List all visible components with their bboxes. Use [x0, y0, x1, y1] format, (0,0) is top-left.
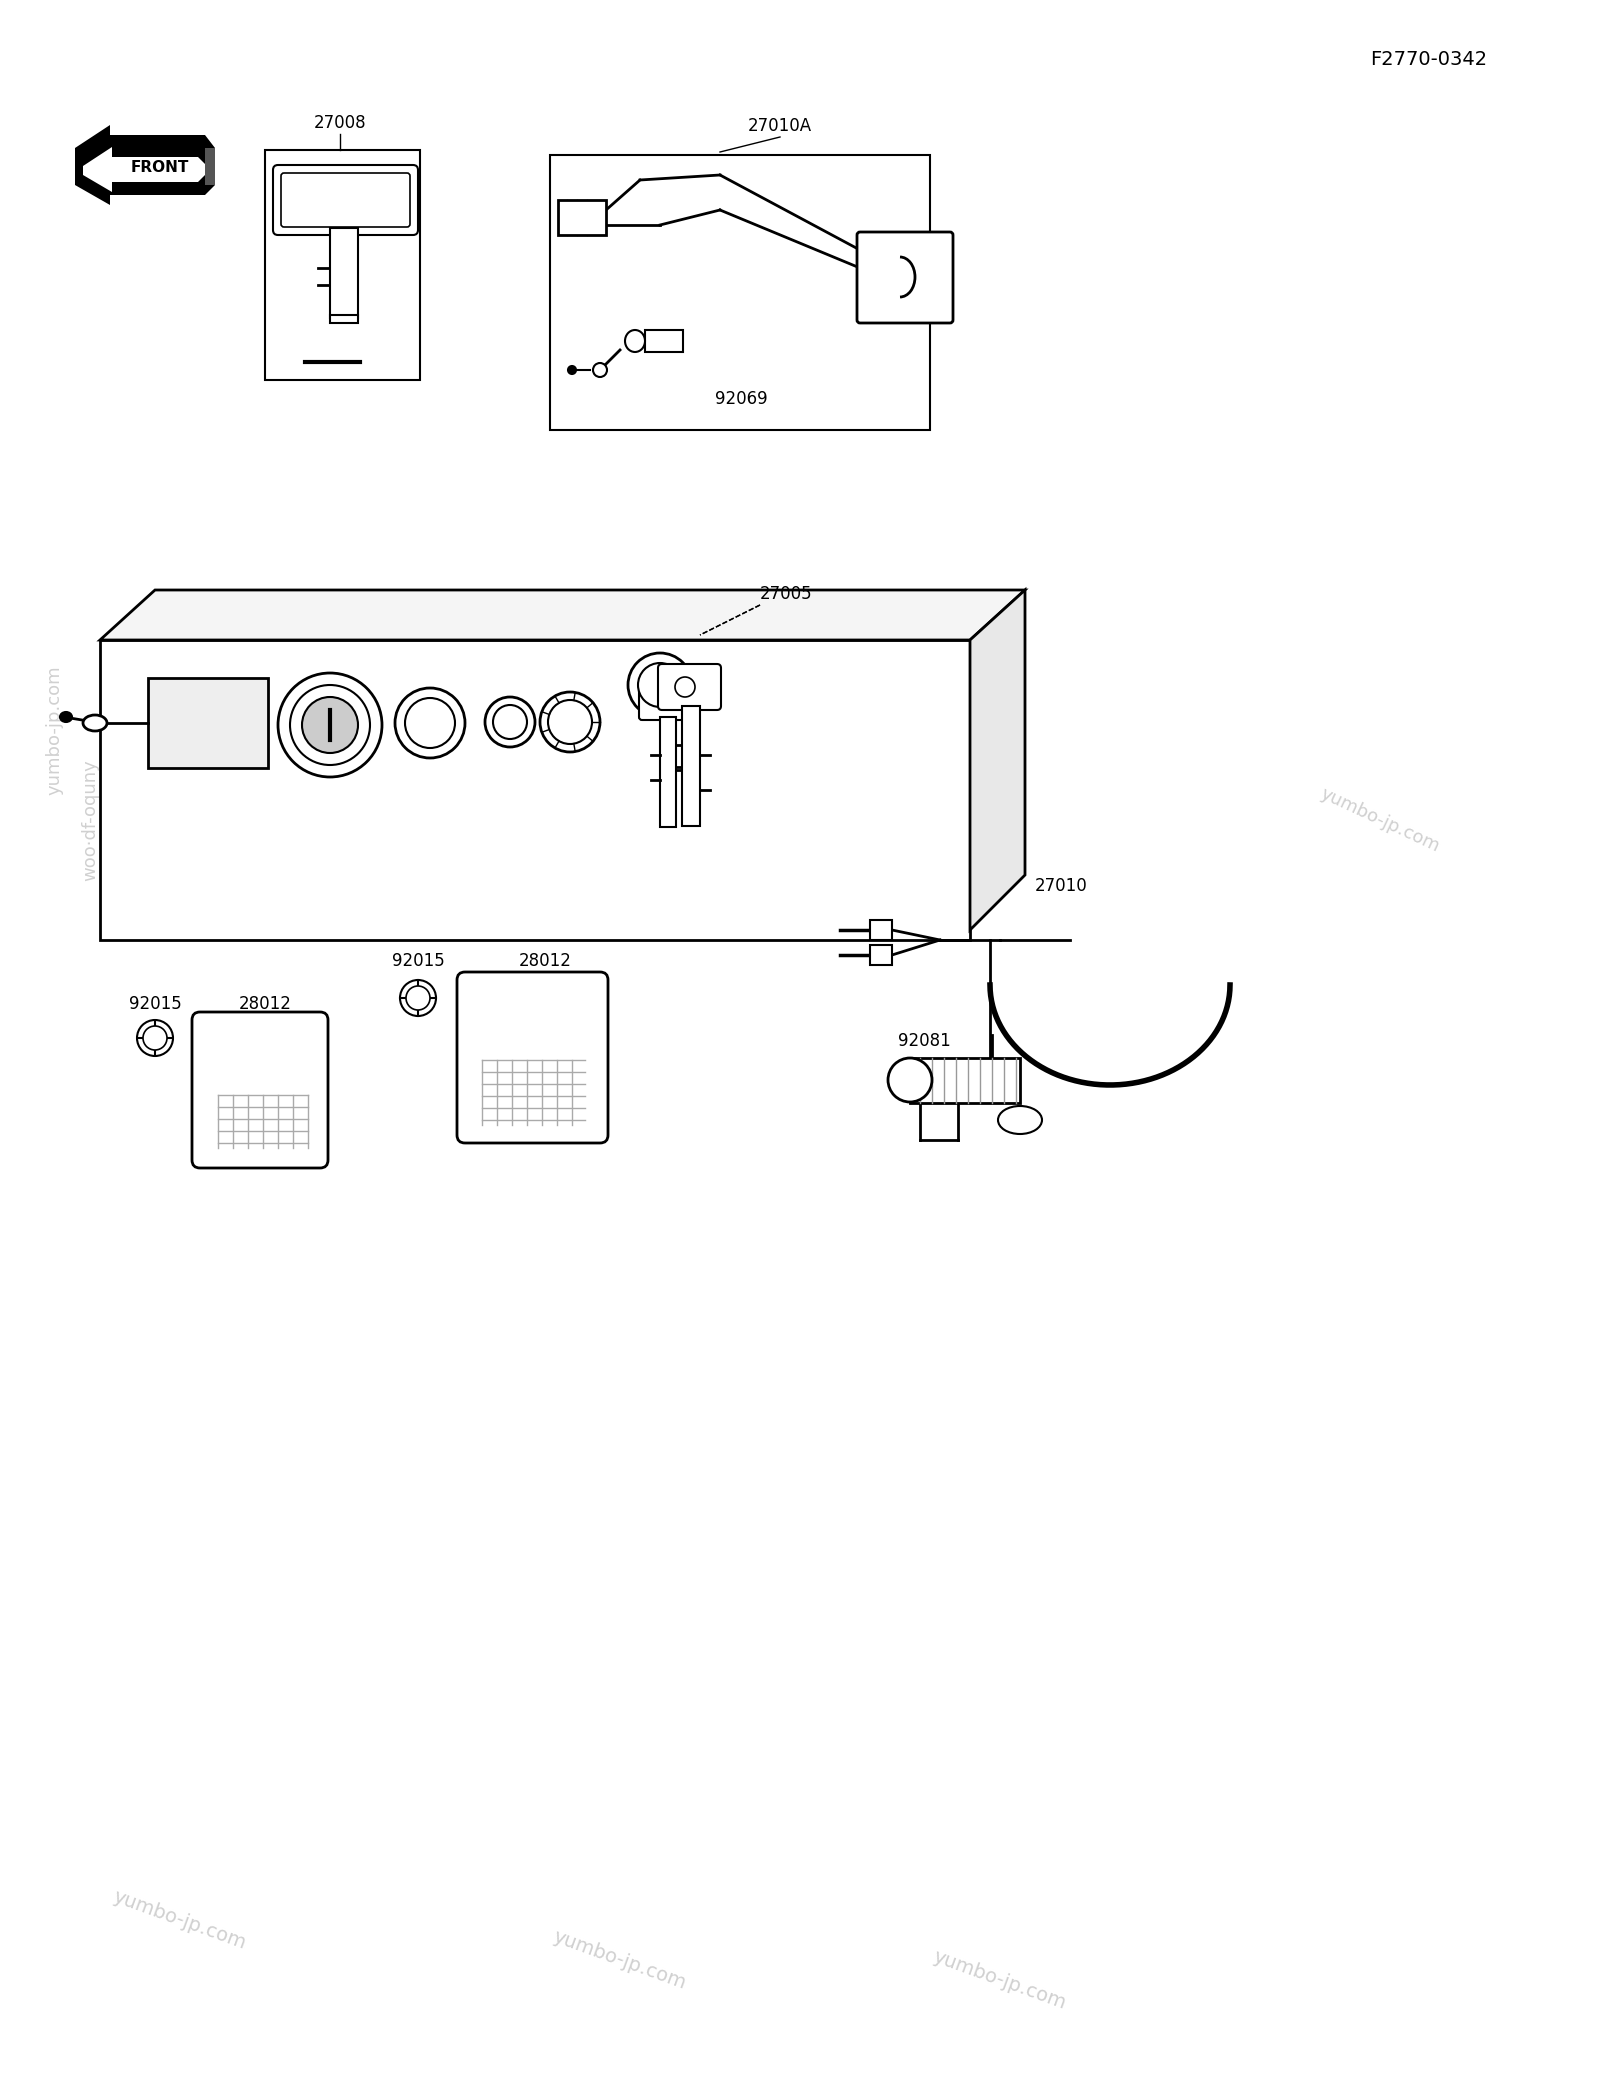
- Bar: [147, 678, 269, 768]
- Polygon shape: [205, 149, 214, 184]
- FancyBboxPatch shape: [274, 165, 418, 234]
- Polygon shape: [970, 590, 1026, 929]
- Text: 27005: 27005: [760, 586, 813, 603]
- Text: yumbo-jp.com: yumbo-jp.com: [110, 1888, 250, 1953]
- Text: 27010A: 27010A: [747, 117, 813, 136]
- Text: F2770‐0342: F2770‐0342: [1370, 50, 1486, 69]
- FancyBboxPatch shape: [638, 680, 694, 720]
- Bar: [99, 640, 970, 940]
- Text: 92015: 92015: [392, 952, 445, 969]
- Text: 28012: 28012: [238, 994, 291, 1013]
- Ellipse shape: [138, 1019, 173, 1057]
- Bar: [870, 946, 893, 965]
- Ellipse shape: [568, 366, 576, 375]
- Text: 92081: 92081: [898, 1032, 950, 1051]
- FancyBboxPatch shape: [458, 971, 608, 1143]
- Ellipse shape: [278, 674, 382, 777]
- Bar: [910, 1057, 1021, 1103]
- Bar: [645, 331, 683, 352]
- Text: 27008: 27008: [314, 113, 366, 132]
- Text: 28012: 28012: [518, 952, 571, 969]
- Polygon shape: [75, 126, 214, 205]
- Ellipse shape: [485, 697, 534, 747]
- Text: woo·df-oquny: woo·df-oquny: [82, 760, 99, 881]
- Text: 92069: 92069: [715, 389, 768, 408]
- Text: 27010: 27010: [1035, 877, 1088, 896]
- Ellipse shape: [594, 362, 606, 377]
- FancyBboxPatch shape: [658, 663, 722, 710]
- Ellipse shape: [998, 1105, 1042, 1134]
- Ellipse shape: [675, 676, 694, 697]
- Ellipse shape: [638, 663, 682, 707]
- Text: 92015: 92015: [128, 994, 181, 1013]
- Bar: [682, 705, 701, 827]
- FancyBboxPatch shape: [192, 1013, 328, 1168]
- Ellipse shape: [627, 653, 691, 718]
- Bar: [330, 228, 358, 318]
- Ellipse shape: [405, 697, 454, 747]
- Ellipse shape: [541, 693, 600, 751]
- Ellipse shape: [142, 1026, 166, 1051]
- Ellipse shape: [61, 712, 72, 722]
- Ellipse shape: [626, 331, 645, 352]
- Text: yumbo-jp.com: yumbo-jp.com: [550, 1928, 690, 1993]
- Bar: [870, 921, 893, 940]
- Polygon shape: [99, 590, 1026, 640]
- Ellipse shape: [290, 684, 370, 766]
- FancyBboxPatch shape: [858, 232, 954, 322]
- Bar: [550, 155, 930, 429]
- Ellipse shape: [888, 1057, 931, 1103]
- Bar: [330, 316, 358, 322]
- Ellipse shape: [83, 716, 107, 730]
- Text: yumbo-jp.com: yumbo-jp.com: [46, 666, 64, 795]
- Text: yumbo-jp.com: yumbo-jp.com: [1317, 785, 1443, 856]
- Text: yumbo-jp.com: yumbo-jp.com: [931, 1946, 1069, 2013]
- Bar: [266, 151, 419, 381]
- Bar: [558, 201, 606, 234]
- FancyBboxPatch shape: [282, 174, 410, 226]
- Ellipse shape: [333, 188, 357, 211]
- Ellipse shape: [656, 691, 674, 710]
- Ellipse shape: [395, 689, 466, 758]
- Polygon shape: [83, 147, 205, 193]
- Ellipse shape: [400, 980, 435, 1015]
- Ellipse shape: [493, 705, 526, 739]
- Text: FRONT: FRONT: [131, 161, 189, 176]
- Ellipse shape: [302, 697, 358, 753]
- Ellipse shape: [406, 986, 430, 1011]
- Bar: [661, 718, 675, 827]
- Ellipse shape: [547, 699, 592, 743]
